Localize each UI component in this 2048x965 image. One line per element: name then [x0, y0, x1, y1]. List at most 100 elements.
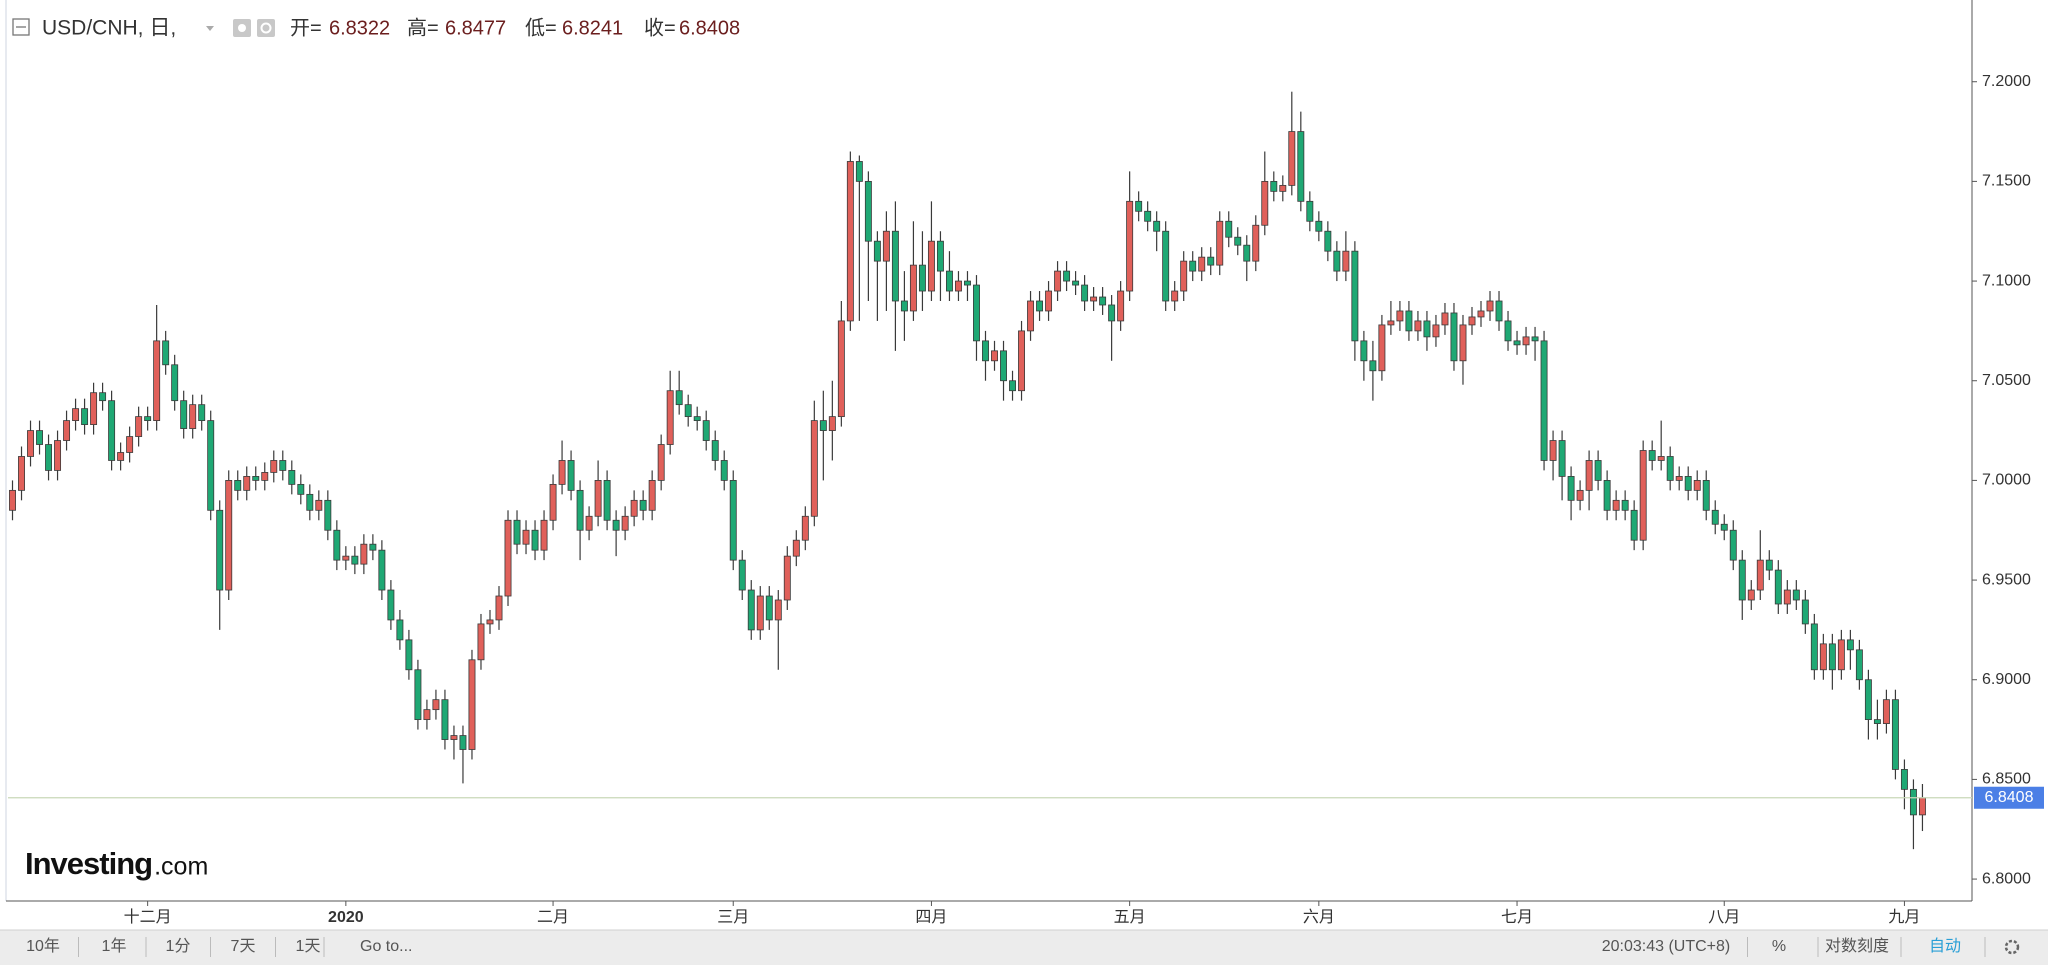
toolbar-button: 20:03:43 (UTC+8): [1602, 938, 1731, 955]
candle-body: [1846, 639, 1854, 651]
toolbar-button[interactable]: 1天: [296, 938, 321, 955]
candle-body: [72, 408, 80, 421]
candle-body: [738, 559, 746, 591]
toolbar-button[interactable]: 1年: [102, 937, 127, 955]
candle-body: [171, 364, 179, 402]
candle-body: [945, 270, 953, 292]
toolbar-button[interactable]: 7天: [231, 938, 256, 955]
candle-body: [1747, 589, 1755, 601]
candle-body: [1036, 300, 1044, 312]
toolbar-button[interactable]: 1分: [166, 937, 191, 955]
candle-body: [162, 340, 170, 366]
toolbar-button[interactable]: %: [1772, 938, 1786, 955]
settings-icon[interactable]: [257, 19, 275, 37]
candle-body: [468, 659, 476, 750]
candle-body: [1918, 797, 1926, 816]
candle-body: [1252, 224, 1260, 262]
candle-body: [558, 460, 566, 485]
candle-body: [63, 420, 71, 441]
candle-body: [1162, 230, 1170, 302]
candle-body: [36, 430, 43, 445]
ohlc-value: 6.8408: [679, 17, 740, 39]
candle-body: [567, 460, 575, 491]
toolbar-button[interactable]: 对数刻度: [1825, 937, 1889, 955]
candle-body: [1612, 499, 1620, 511]
candle-body: [1819, 643, 1827, 671]
candle-body: [1207, 256, 1215, 266]
candle-body: [1063, 270, 1071, 282]
candle-body: [1081, 284, 1089, 302]
candle-body: [1864, 679, 1872, 721]
candle-body: [1135, 200, 1143, 212]
candle-body: [1072, 280, 1080, 286]
watermark-suffix: .com: [154, 853, 208, 881]
interval-dropdown[interactable]: [206, 26, 214, 31]
candle-body: [18, 456, 25, 491]
candle-body: [1639, 450, 1647, 541]
candle-body: [603, 480, 611, 521]
x-tick-label: 九月: [1888, 908, 1920, 926]
candle-body: [792, 539, 800, 557]
candle-body: [1630, 509, 1638, 541]
candle-body: [693, 416, 701, 421]
candle-body: [27, 430, 34, 457]
chart-settings-button[interactable]: [2004, 939, 2020, 955]
x-tick-label: 八月: [1708, 909, 1740, 926]
candle-body: [1054, 270, 1062, 292]
collapse-button[interactable]: [12, 18, 30, 36]
candle-body: [1270, 180, 1278, 192]
candle-body: [486, 619, 494, 625]
candle-body: [1099, 296, 1107, 306]
y-tick-label: 7.0500: [1982, 372, 2031, 389]
candle-body: [594, 480, 602, 517]
watermark-brand: Investing: [25, 846, 152, 881]
candle-body: [1315, 220, 1323, 232]
toolbar-button[interactable]: 10年: [26, 937, 60, 955]
candle-body: [1090, 296, 1098, 302]
candle-body: [666, 390, 674, 445]
candle-body: [45, 444, 53, 471]
candle-body: [1873, 719, 1881, 724]
candle-body: [9, 489, 16, 511]
candle-body: [1540, 340, 1548, 461]
candle-body: [1783, 589, 1791, 605]
toolbar-button[interactable]: Go to...: [360, 938, 412, 955]
toolbar-button[interactable]: 自动: [1929, 937, 1961, 955]
candle-body: [1000, 350, 1007, 382]
y-tick-label: 6.9500: [1982, 571, 2031, 588]
candle-body: [1693, 480, 1701, 491]
candle-body: [81, 408, 89, 425]
ohlc-label: 高=: [407, 16, 439, 39]
candle-body: [612, 519, 620, 531]
candle-body: [1774, 569, 1782, 605]
candle-body: [1468, 316, 1476, 326]
candle-body: [1855, 649, 1863, 681]
x-tick-label: 六月: [1303, 908, 1335, 926]
candle-body: [1675, 476, 1683, 481]
candle-body: [846, 161, 854, 322]
candle-body: [540, 519, 548, 551]
ohlc-label: 低=: [525, 16, 557, 39]
candle-body: [684, 404, 692, 418]
ohlc-label: 收=: [644, 16, 676, 39]
candle-body: [360, 543, 368, 565]
candle-body: [405, 639, 413, 671]
candle-body: [756, 595, 764, 631]
candle-body: [1585, 460, 1593, 491]
candle-body: [1882, 699, 1890, 724]
candle-body: [90, 392, 98, 425]
last-price-label: 6.8408: [1985, 789, 2034, 806]
candle-body: [288, 470, 296, 485]
ohlc-value: 6.8241: [562, 17, 623, 39]
candle-body: [225, 480, 233, 591]
candle-body: [1306, 200, 1314, 222]
candle-body: [495, 595, 503, 621]
candle-body: [927, 240, 935, 292]
candle-body: [828, 416, 836, 431]
candle-body: [630, 499, 638, 517]
collapse-box: [12, 18, 30, 36]
candle-body: [1189, 260, 1197, 272]
y-tick-label: 6.8500: [1982, 771, 2031, 788]
candle-body: [1369, 360, 1377, 372]
